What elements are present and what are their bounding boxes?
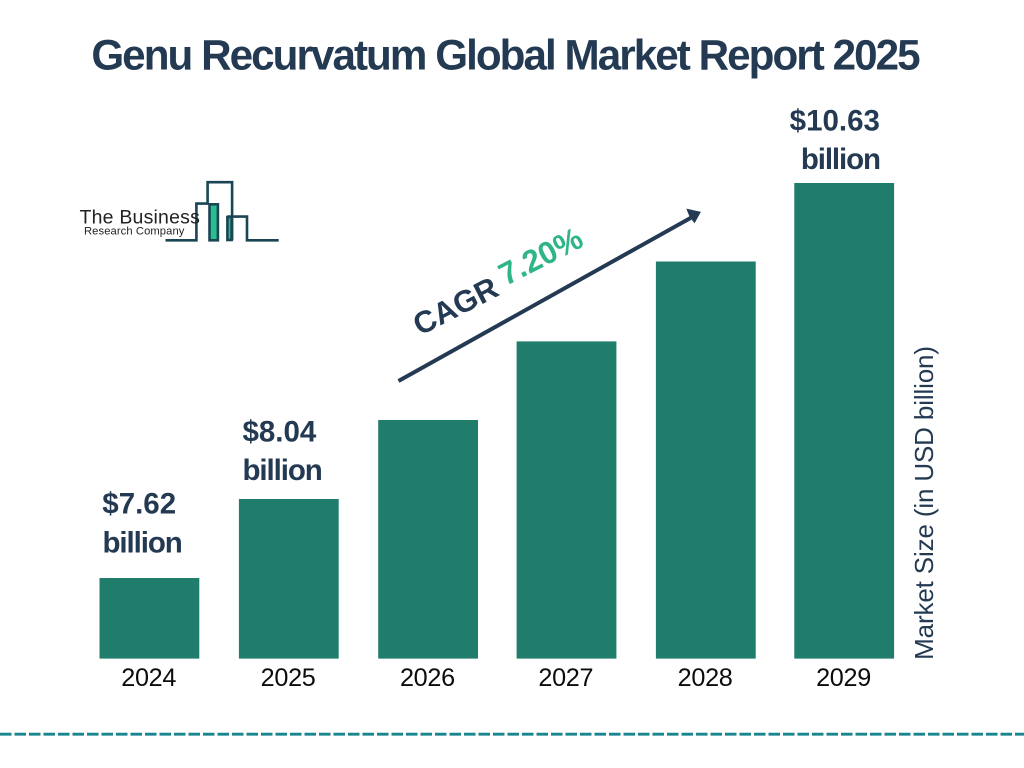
svg-text:2024: 2024 — [121, 664, 176, 692]
svg-text:2027: 2027 — [538, 664, 593, 692]
svg-text:billion: billion — [243, 454, 322, 487]
svg-text:$10.63: $10.63 — [790, 104, 880, 137]
svg-text:2025: 2025 — [261, 664, 316, 692]
svg-text:2028: 2028 — [678, 664, 733, 692]
svg-text:Genu Recurvatum Global Market: Genu Recurvatum Global Market Report 202… — [91, 32, 920, 79]
svg-text:$8.04: $8.04 — [242, 415, 316, 448]
svg-text:billion: billion — [801, 143, 880, 176]
svg-text:2029: 2029 — [816, 664, 871, 692]
svg-text:Research Company: Research Company — [84, 226, 185, 238]
svg-text:The Business: The Business — [80, 207, 201, 229]
svg-text:Market Size (in USD billion): Market Size (in USD billion) — [909, 346, 939, 660]
svg-text:$7.62: $7.62 — [102, 487, 176, 520]
svg-text:billion: billion — [103, 526, 182, 559]
svg-text:2026: 2026 — [400, 664, 455, 692]
